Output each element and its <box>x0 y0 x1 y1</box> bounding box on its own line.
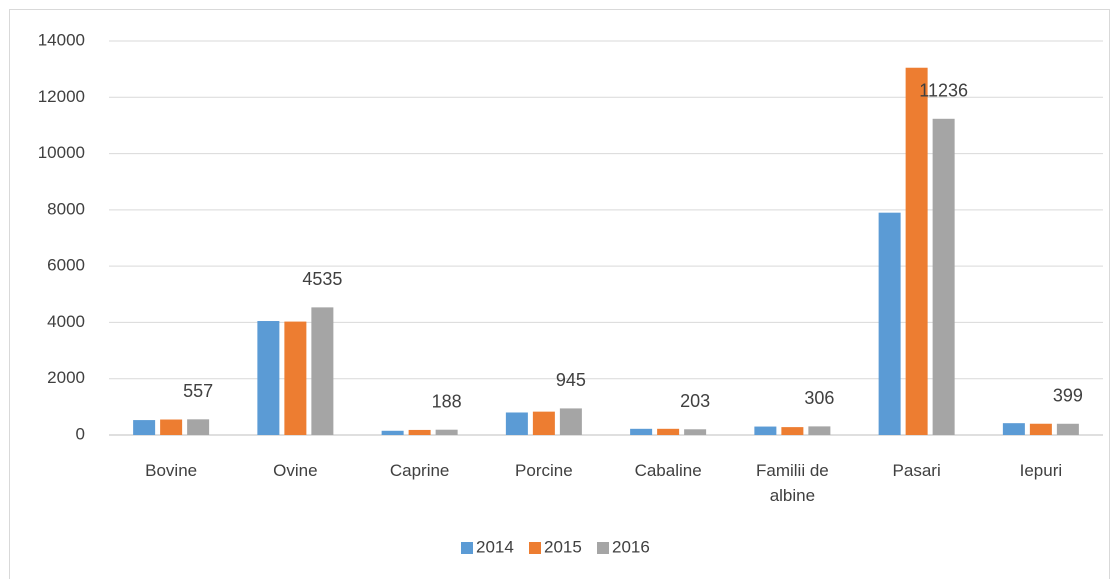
bar <box>1029 423 1052 435</box>
x-tick-label: Pasari <box>892 461 941 480</box>
legend-label: 2014 <box>476 537 514 556</box>
data-label: 203 <box>680 391 710 411</box>
x-tick-label: Cabaline <box>634 461 702 480</box>
bar <box>505 412 528 435</box>
bar <box>435 429 458 435</box>
data-label: 306 <box>804 388 834 408</box>
data-label: 945 <box>556 370 586 390</box>
data-label: 11236 <box>919 81 968 101</box>
bar <box>808 426 831 435</box>
y-tick-label: 0 <box>76 424 85 443</box>
bar <box>657 428 680 435</box>
legend-swatch <box>597 542 609 554</box>
bar <box>187 419 210 435</box>
y-tick-label: 12000 <box>38 87 85 106</box>
y-tick-label: 14000 <box>38 30 85 49</box>
y-tick-label: 4000 <box>47 312 85 331</box>
legend-swatch <box>461 542 473 554</box>
x-tick-label: Caprine <box>389 461 450 480</box>
x-tick-label: Iepuri <box>1019 461 1063 480</box>
bar <box>257 321 280 435</box>
bar <box>1056 423 1079 435</box>
bar <box>284 321 307 435</box>
bar <box>160 419 183 435</box>
y-tick-label: 8000 <box>47 199 85 218</box>
chart-border <box>9 9 1110 579</box>
legend-label: 2016 <box>612 537 650 556</box>
data-label: 4535 <box>302 269 342 289</box>
legend-swatch <box>529 542 541 554</box>
data-label: 188 <box>432 391 462 411</box>
bar <box>878 212 901 435</box>
x-tick-label: Bovine <box>145 461 198 480</box>
x-tick-label: Ovine <box>273 461 318 480</box>
bar <box>781 427 804 435</box>
x-tick-label: Familii de albine <box>756 461 829 505</box>
bar <box>684 429 707 435</box>
bar <box>630 428 653 435</box>
y-tick-label: 2000 <box>47 368 85 387</box>
bar <box>932 118 955 435</box>
bar <box>133 420 156 435</box>
bar <box>408 429 431 435</box>
bar <box>559 408 582 435</box>
y-tick-label: 10000 <box>38 143 85 162</box>
data-label: 557 <box>183 381 213 401</box>
bar <box>381 430 404 435</box>
x-tick-label: Porcine <box>515 461 573 480</box>
bar <box>905 67 928 435</box>
data-label: 399 <box>1053 386 1083 406</box>
legend-label: 2015 <box>544 537 582 556</box>
y-tick-label: 6000 <box>47 256 85 275</box>
bar <box>532 411 555 435</box>
bar <box>311 307 334 435</box>
bar <box>1002 423 1025 435</box>
bar <box>754 426 777 435</box>
